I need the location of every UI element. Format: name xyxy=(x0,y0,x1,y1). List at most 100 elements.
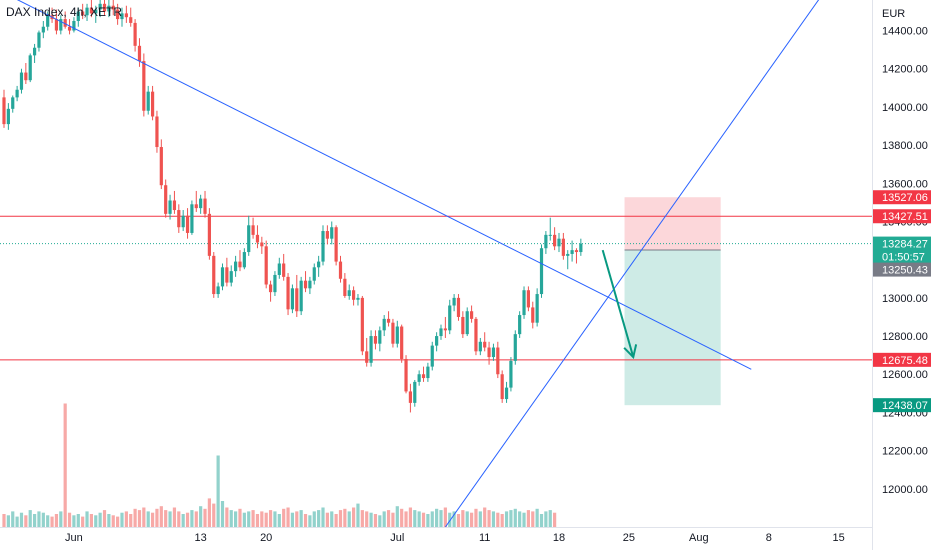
volume-bar xyxy=(6,515,10,527)
candle-body xyxy=(299,280,303,312)
volume-bar xyxy=(19,512,24,527)
volume-bar xyxy=(155,508,159,527)
candle-body xyxy=(439,328,443,337)
candle-body xyxy=(317,261,321,268)
volume-bar xyxy=(199,506,203,527)
candle-body xyxy=(435,336,439,346)
candle-body xyxy=(172,200,177,211)
candle-body xyxy=(129,17,133,23)
volume-bar xyxy=(299,510,303,527)
volume-bar xyxy=(50,516,54,527)
candle-body xyxy=(448,305,452,331)
trendline xyxy=(16,0,752,370)
candle-body xyxy=(89,7,93,14)
candle-body xyxy=(395,326,399,344)
candle-body xyxy=(286,276,290,310)
volume-bar xyxy=(513,508,517,527)
volume-bar xyxy=(343,508,347,527)
volume-bar xyxy=(382,511,386,527)
volume-bar xyxy=(504,511,509,527)
x-tick-label: 20 xyxy=(260,532,272,544)
candle-body xyxy=(190,204,194,233)
y-tick-label: 13600.00 xyxy=(882,178,928,190)
volume-bar xyxy=(124,511,128,527)
volume-bar xyxy=(352,507,356,527)
candle-body xyxy=(421,374,426,379)
candle-body xyxy=(334,227,338,262)
volume-bar xyxy=(2,514,6,527)
candle-body xyxy=(181,215,185,228)
candle-body xyxy=(469,311,474,319)
volume-bar xyxy=(426,514,430,527)
forecast-arrowhead xyxy=(623,344,638,360)
volume-bar xyxy=(509,510,513,527)
volume-bar xyxy=(194,511,198,527)
candle-body xyxy=(194,204,198,209)
candle-body xyxy=(133,22,137,46)
candle-body xyxy=(247,225,251,253)
currency-label: EUR xyxy=(882,8,905,20)
volume-bar xyxy=(400,508,404,527)
volume-bar xyxy=(360,510,364,527)
x-tick-label: 13 xyxy=(195,532,207,544)
volume-bar xyxy=(325,512,329,527)
y-tick-label: 14200.00 xyxy=(882,64,928,76)
volume-bar xyxy=(185,512,190,527)
x-tick-label: Aug xyxy=(689,532,709,544)
candle-body xyxy=(404,358,408,392)
candle-body xyxy=(85,7,89,16)
candle-body xyxy=(391,322,395,344)
candle-body xyxy=(531,307,535,323)
candle-body xyxy=(303,280,308,289)
candle-body xyxy=(518,315,522,335)
volume-bar xyxy=(378,515,382,527)
volume-bar xyxy=(177,511,181,527)
volume-bar xyxy=(553,512,557,527)
candle-body xyxy=(461,316,465,335)
volume-bar xyxy=(190,510,194,527)
volume-bar xyxy=(365,511,369,527)
candle-body xyxy=(94,9,98,14)
candle-body xyxy=(54,19,59,31)
price-tag-label: 13427.51 xyxy=(882,211,928,223)
volume-bar xyxy=(238,508,242,527)
candle-body xyxy=(544,234,548,249)
volume-bar xyxy=(404,511,408,527)
candle-body xyxy=(295,288,299,312)
y-tick-label: 14400.00 xyxy=(882,26,928,38)
candle-body xyxy=(159,147,163,186)
volume-bar xyxy=(216,455,220,527)
candle-body xyxy=(352,290,356,300)
volume-bar xyxy=(225,507,229,527)
volume-bar xyxy=(435,508,439,527)
candle-body xyxy=(67,26,72,31)
candle-body xyxy=(290,288,295,310)
candle-body xyxy=(76,11,80,22)
volume-bar xyxy=(28,510,32,527)
volume-bar xyxy=(146,511,150,527)
price-tag-label: 13527.06 xyxy=(882,192,928,204)
volume-bar xyxy=(137,510,142,527)
candle-body xyxy=(251,225,255,235)
volume-bar xyxy=(76,514,80,527)
candle-body xyxy=(504,387,509,400)
volume-bar xyxy=(518,511,522,527)
volume-bar xyxy=(522,512,526,527)
candle-body xyxy=(15,89,19,98)
y-tick-label: 12600.00 xyxy=(882,369,928,381)
candle-body xyxy=(321,231,325,262)
price-tag-label: 12675.48 xyxy=(882,355,928,367)
volume-bar xyxy=(67,512,72,527)
candle-body xyxy=(443,328,447,331)
volume-bar xyxy=(465,511,469,527)
candle-body xyxy=(255,234,260,243)
candle-body xyxy=(268,284,273,293)
price-tag-label: 13284.27 xyxy=(882,239,928,251)
candle-body xyxy=(2,97,6,125)
candle-body xyxy=(107,5,111,12)
x-tick-label: 8 xyxy=(766,532,772,544)
candle-body xyxy=(234,261,238,272)
candle-body xyxy=(277,263,281,275)
candle-body xyxy=(120,13,124,20)
